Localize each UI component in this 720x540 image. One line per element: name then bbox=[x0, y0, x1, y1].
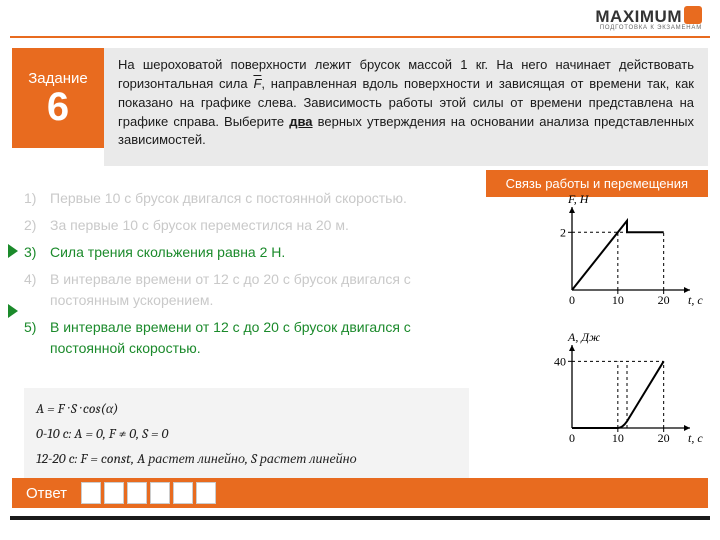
svg-text:0: 0 bbox=[569, 431, 575, 445]
list-item: 1)Первые 10 с брусок двигался с постоянн… bbox=[24, 188, 454, 209]
answer-bar: Ответ bbox=[12, 478, 708, 508]
list-item: 4)В интервале времени от 12 с до 20 с бр… bbox=[24, 269, 454, 311]
logo: MAXIMUM bbox=[595, 6, 702, 27]
svg-text:A, Дж: A, Дж bbox=[567, 330, 600, 344]
formula-block: A = F · S · cos(α) 0-10 c: A = 0, F ≠ 0,… bbox=[24, 388, 469, 480]
arrow-icon bbox=[8, 244, 18, 258]
svg-text:F, Н: F, Н bbox=[567, 192, 590, 206]
svg-text:10: 10 bbox=[612, 293, 624, 307]
task-number: 6 bbox=[12, 87, 104, 127]
chart-force: F, Нt, с010202 bbox=[548, 200, 698, 310]
chart-work: A, Джt, с0102040 bbox=[548, 338, 698, 448]
formula-line: 0-10 c: A = 0, F ≠ 0, S = 0 bbox=[36, 421, 457, 446]
task-header: Задание 6 На шероховатой поверхности леж… bbox=[12, 48, 708, 166]
svg-text:10: 10 bbox=[612, 431, 624, 445]
svg-text:40: 40 bbox=[554, 354, 566, 368]
answer-cell[interactable] bbox=[81, 482, 101, 504]
formula-line: A = F · S · cos(α) bbox=[36, 396, 457, 421]
bottom-divider bbox=[10, 516, 710, 520]
answer-cell[interactable] bbox=[104, 482, 124, 504]
arrow-icon bbox=[8, 304, 18, 318]
options-list: 1)Первые 10 с брусок двигался с постоянн… bbox=[24, 188, 454, 365]
svg-text:0: 0 bbox=[569, 293, 575, 307]
chart-svg: F, Нt, с010202 bbox=[548, 200, 698, 310]
formula-line: 12-20 c: F = const, A растет линейно, S … bbox=[36, 446, 457, 471]
logo-subtitle: ПОДГОТОВКА К ЭКЗАМЕНАМ bbox=[600, 25, 702, 31]
answer-label: Ответ bbox=[12, 485, 81, 502]
hint-tab: Связь работы и перемещения bbox=[486, 170, 708, 197]
logo-mark bbox=[684, 6, 702, 24]
answer-cell[interactable] bbox=[173, 482, 193, 504]
answer-boxes bbox=[81, 482, 216, 504]
chart-svg: A, Джt, с0102040 bbox=[548, 338, 698, 448]
task-text: На шероховатой поверхности лежит брусок … bbox=[104, 48, 708, 166]
task-label: Задание bbox=[12, 70, 104, 87]
svg-text:t, с: t, с bbox=[688, 431, 703, 445]
svg-text:20: 20 bbox=[658, 431, 670, 445]
answer-cell[interactable] bbox=[196, 482, 216, 504]
answer-cell[interactable] bbox=[127, 482, 147, 504]
svg-text:t, с: t, с bbox=[688, 293, 703, 307]
list-item: 2)За первые 10 с брусок переместился на … bbox=[24, 215, 454, 236]
svg-text:2: 2 bbox=[560, 225, 566, 239]
answer-cell[interactable] bbox=[150, 482, 170, 504]
logo-text: MAXIMUM bbox=[595, 7, 682, 26]
list-item: 3)Сила трения скольжения равна 2 Н. bbox=[24, 242, 454, 263]
task-badge: Задание 6 bbox=[12, 48, 104, 148]
top-divider bbox=[10, 36, 710, 38]
svg-text:20: 20 bbox=[658, 293, 670, 307]
list-item: 5)В интервале времени от 12 с до 20 с бр… bbox=[24, 317, 454, 359]
